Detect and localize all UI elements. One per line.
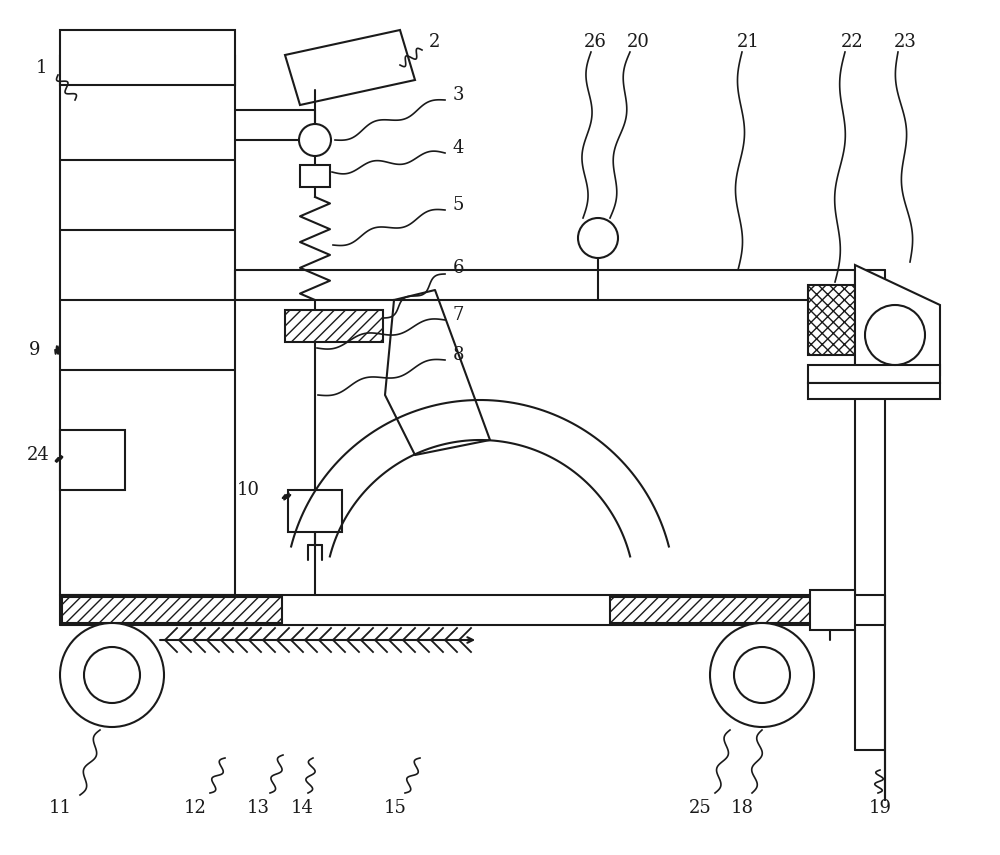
Bar — [808, 285, 855, 355]
Circle shape — [734, 647, 790, 703]
Text: 20: 20 — [627, 33, 649, 51]
Bar — [60, 30, 235, 85]
Text: 24: 24 — [27, 446, 49, 464]
Text: 13: 13 — [246, 799, 270, 817]
Text: 6: 6 — [452, 259, 464, 277]
Text: 14: 14 — [291, 799, 313, 817]
Text: 19: 19 — [868, 799, 892, 817]
Circle shape — [578, 218, 618, 258]
Text: 2: 2 — [429, 33, 441, 51]
Text: 12: 12 — [184, 799, 206, 817]
Text: 21: 21 — [737, 33, 759, 51]
Text: 15: 15 — [384, 799, 406, 817]
Circle shape — [710, 623, 814, 727]
Text: 11: 11 — [48, 799, 72, 817]
Bar — [808, 365, 940, 383]
Text: 5: 5 — [452, 196, 464, 214]
Bar — [610, 597, 850, 623]
Text: 4: 4 — [452, 139, 464, 157]
Text: 1: 1 — [36, 59, 48, 77]
Polygon shape — [855, 265, 940, 375]
Text: 10: 10 — [237, 481, 260, 499]
Text: 23: 23 — [894, 33, 916, 51]
Text: 18: 18 — [730, 799, 754, 817]
Bar — [810, 590, 855, 630]
Bar — [300, 165, 330, 187]
Circle shape — [60, 623, 164, 727]
Bar — [285, 310, 383, 342]
Bar — [288, 490, 342, 532]
Bar — [60, 430, 125, 490]
Circle shape — [299, 124, 331, 156]
Text: 26: 26 — [584, 33, 606, 51]
Bar — [62, 597, 282, 623]
Text: 3: 3 — [452, 86, 464, 104]
Text: 22: 22 — [841, 33, 863, 51]
Text: 9: 9 — [29, 341, 41, 359]
Circle shape — [865, 305, 925, 365]
Text: 8: 8 — [452, 346, 464, 364]
Text: 7: 7 — [452, 306, 464, 324]
Circle shape — [84, 647, 140, 703]
Polygon shape — [285, 30, 415, 105]
Text: 25: 25 — [689, 799, 711, 817]
Bar — [808, 383, 940, 399]
